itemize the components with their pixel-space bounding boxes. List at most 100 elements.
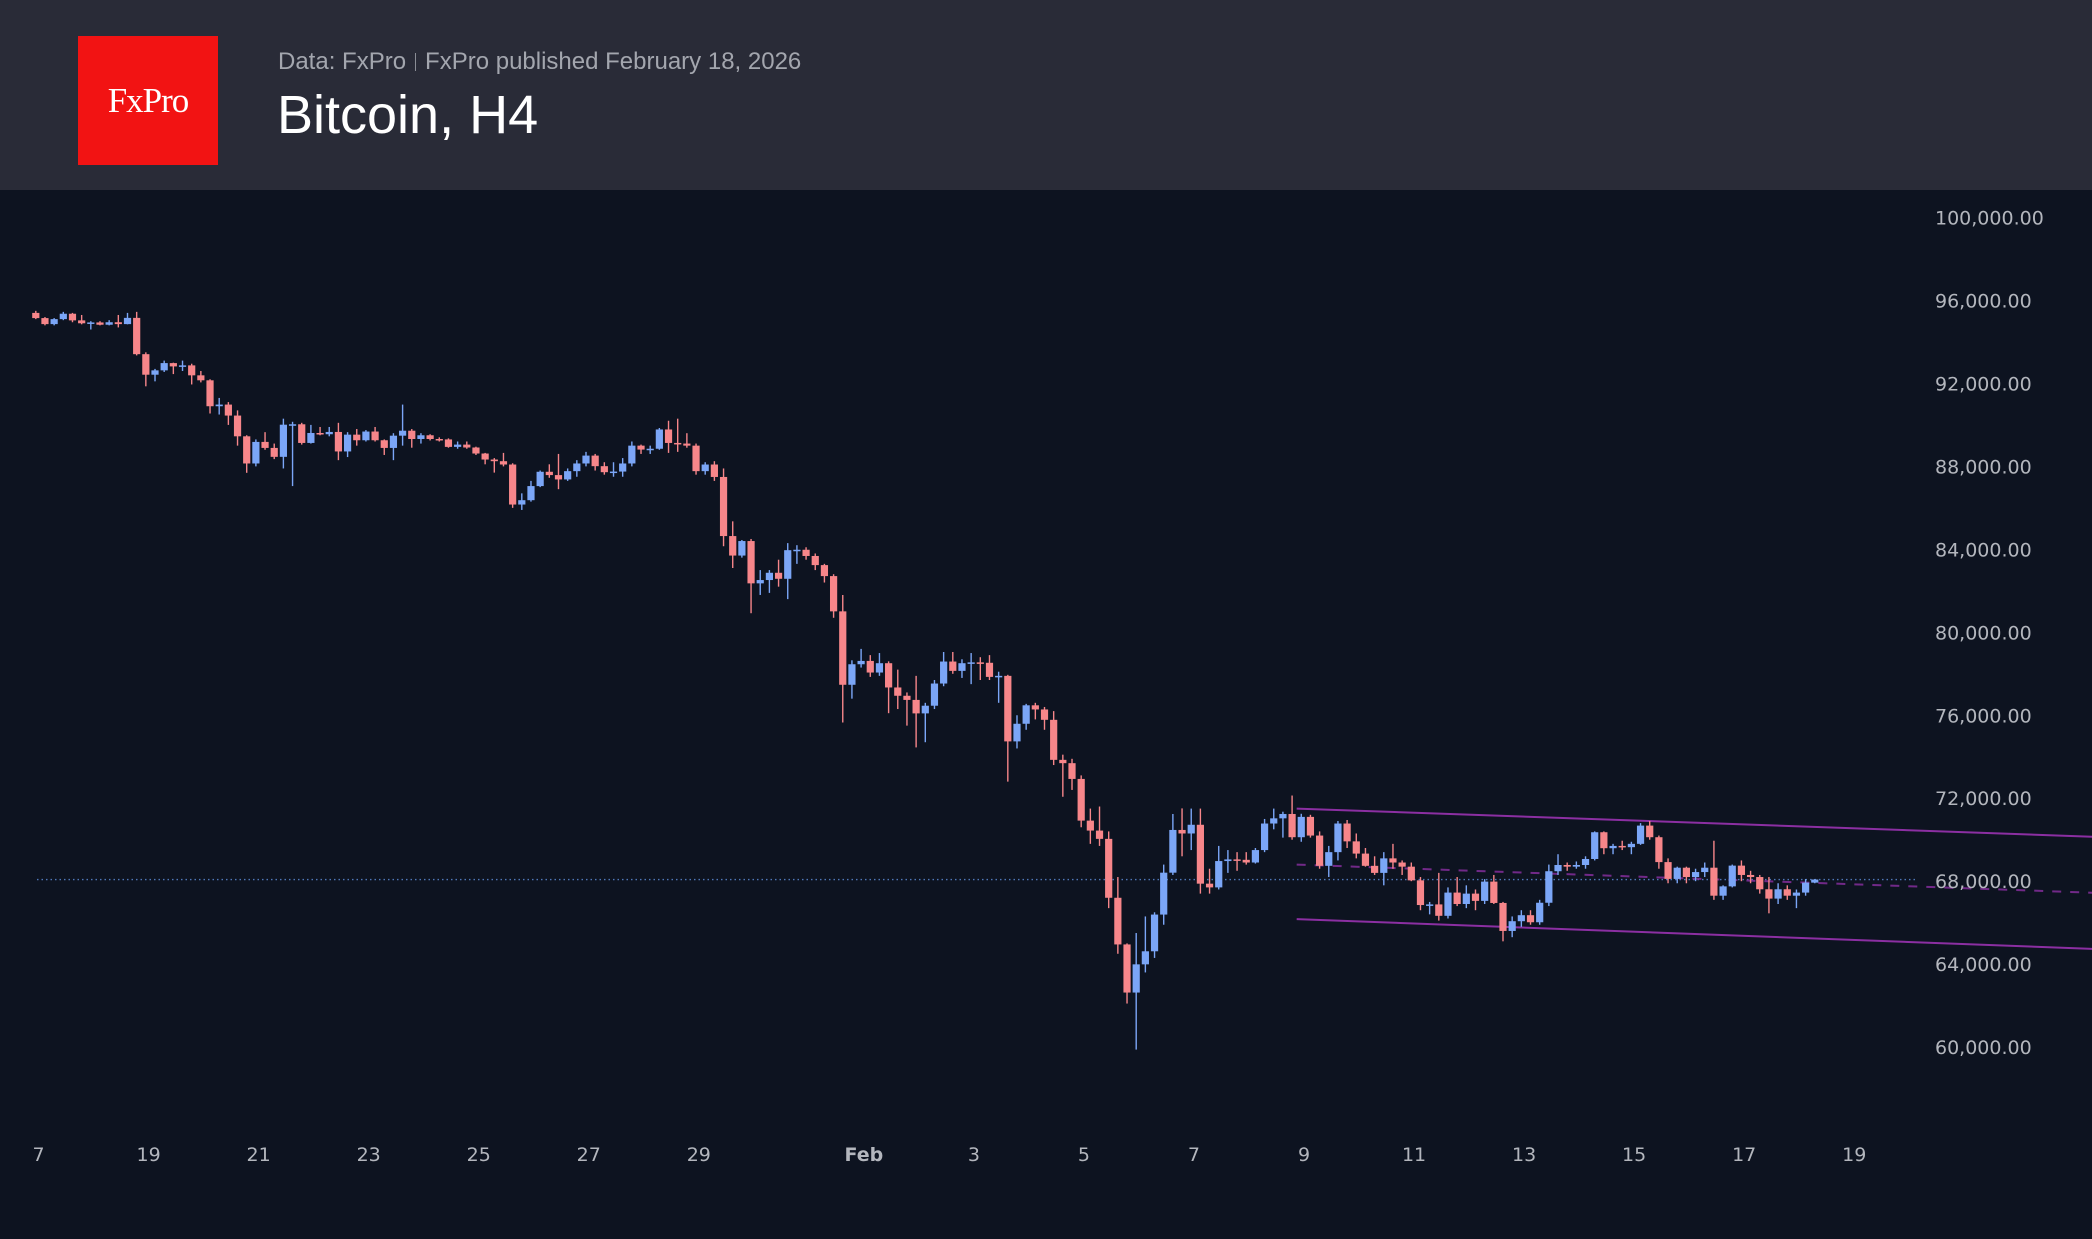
candle bbox=[197, 370, 205, 383]
candle-body bbox=[1609, 845, 1617, 849]
candle bbox=[1095, 806, 1104, 846]
candle bbox=[1499, 901, 1507, 942]
candle-body bbox=[114, 322, 122, 325]
candle bbox=[41, 317, 49, 326]
candle bbox=[664, 420, 673, 453]
candle bbox=[701, 462, 709, 475]
candle-body bbox=[1719, 886, 1727, 896]
subtitle: Data: FxPro FxPro published February 18, … bbox=[278, 48, 801, 76]
candle bbox=[1554, 854, 1562, 875]
candle bbox=[50, 318, 58, 326]
candle-body bbox=[1316, 835, 1324, 866]
candle bbox=[252, 439, 260, 467]
candle bbox=[160, 360, 168, 373]
candle bbox=[32, 310, 40, 320]
candle-body bbox=[692, 445, 700, 472]
candle-body bbox=[233, 415, 242, 437]
candle-body bbox=[564, 471, 572, 480]
candle-body bbox=[243, 436, 251, 464]
candle bbox=[1756, 874, 1764, 894]
candle-body bbox=[1040, 709, 1049, 720]
chart-title: Bitcoin, H4 bbox=[277, 85, 539, 145]
candle-body bbox=[1086, 820, 1094, 831]
candle-body bbox=[197, 375, 205, 381]
candle bbox=[866, 655, 874, 677]
candle bbox=[1618, 840, 1626, 851]
candle bbox=[1389, 843, 1397, 869]
y-tick-label: 88,000.00 bbox=[1935, 456, 2032, 478]
candle bbox=[1508, 916, 1516, 938]
candle bbox=[1279, 811, 1287, 838]
candle bbox=[1086, 808, 1094, 844]
candle bbox=[1242, 852, 1250, 865]
candle bbox=[564, 468, 572, 481]
candle bbox=[1316, 831, 1324, 869]
candle bbox=[719, 468, 728, 547]
candle-body bbox=[389, 435, 398, 448]
candle-body bbox=[1462, 893, 1470, 904]
candle-body bbox=[1215, 861, 1223, 888]
candle-body bbox=[1297, 816, 1305, 838]
candle bbox=[78, 314, 86, 325]
candle-body bbox=[1600, 832, 1608, 849]
candle bbox=[133, 311, 141, 356]
candle-body bbox=[1031, 705, 1039, 710]
candle bbox=[1013, 715, 1021, 749]
candle bbox=[1673, 866, 1681, 884]
candle bbox=[903, 692, 911, 726]
candle bbox=[600, 462, 608, 475]
candle bbox=[1646, 821, 1654, 840]
candle-body bbox=[664, 429, 673, 443]
candle bbox=[738, 540, 746, 558]
candle bbox=[619, 458, 627, 477]
candle bbox=[499, 452, 508, 467]
candle-body bbox=[518, 500, 526, 505]
candle bbox=[1398, 860, 1406, 875]
candle bbox=[1325, 845, 1333, 878]
candle-body bbox=[1178, 829, 1186, 834]
y-axis: 100,000.00 96,000.00 92,000.00 88,000.00 84,… bbox=[1935, 208, 2044, 1060]
candle-body bbox=[1646, 825, 1654, 838]
candle-body bbox=[940, 661, 948, 684]
candle bbox=[811, 553, 819, 571]
candle-body bbox=[1169, 829, 1177, 873]
candle bbox=[628, 441, 636, 467]
candle bbox=[1187, 808, 1195, 851]
candle bbox=[1792, 889, 1801, 909]
candle bbox=[930, 680, 939, 710]
candle-body bbox=[1059, 759, 1067, 764]
candle-body bbox=[1508, 921, 1516, 931]
candle bbox=[353, 429, 361, 446]
candle bbox=[1123, 943, 1131, 1004]
candle-body bbox=[985, 662, 994, 677]
candle-body bbox=[747, 541, 755, 584]
candle bbox=[554, 453, 563, 490]
candle bbox=[1572, 861, 1580, 869]
candle bbox=[1343, 819, 1351, 848]
candle-body bbox=[1673, 867, 1681, 879]
candle bbox=[848, 660, 856, 699]
candle-body bbox=[701, 464, 709, 472]
candle-body bbox=[215, 404, 223, 407]
candle-body bbox=[802, 549, 810, 556]
candle-body bbox=[1095, 830, 1104, 839]
candle bbox=[1160, 864, 1168, 925]
candle bbox=[655, 428, 663, 450]
x-tick-label: 27 bbox=[577, 1144, 601, 1166]
candle bbox=[1581, 856, 1590, 869]
candle-body bbox=[1802, 882, 1810, 893]
candle-body bbox=[1398, 862, 1406, 867]
candle-body bbox=[87, 322, 95, 324]
candle-body bbox=[32, 312, 40, 319]
x-tick-label: 7 bbox=[33, 1144, 45, 1166]
candle bbox=[444, 438, 453, 448]
candle bbox=[1774, 883, 1782, 904]
candle-body bbox=[499, 461, 508, 465]
candle bbox=[1435, 872, 1443, 921]
candle bbox=[481, 452, 489, 465]
candle bbox=[426, 434, 434, 441]
candle bbox=[1196, 808, 1204, 894]
candle bbox=[1655, 835, 1663, 869]
candle bbox=[683, 433, 691, 448]
candle bbox=[1682, 866, 1690, 884]
